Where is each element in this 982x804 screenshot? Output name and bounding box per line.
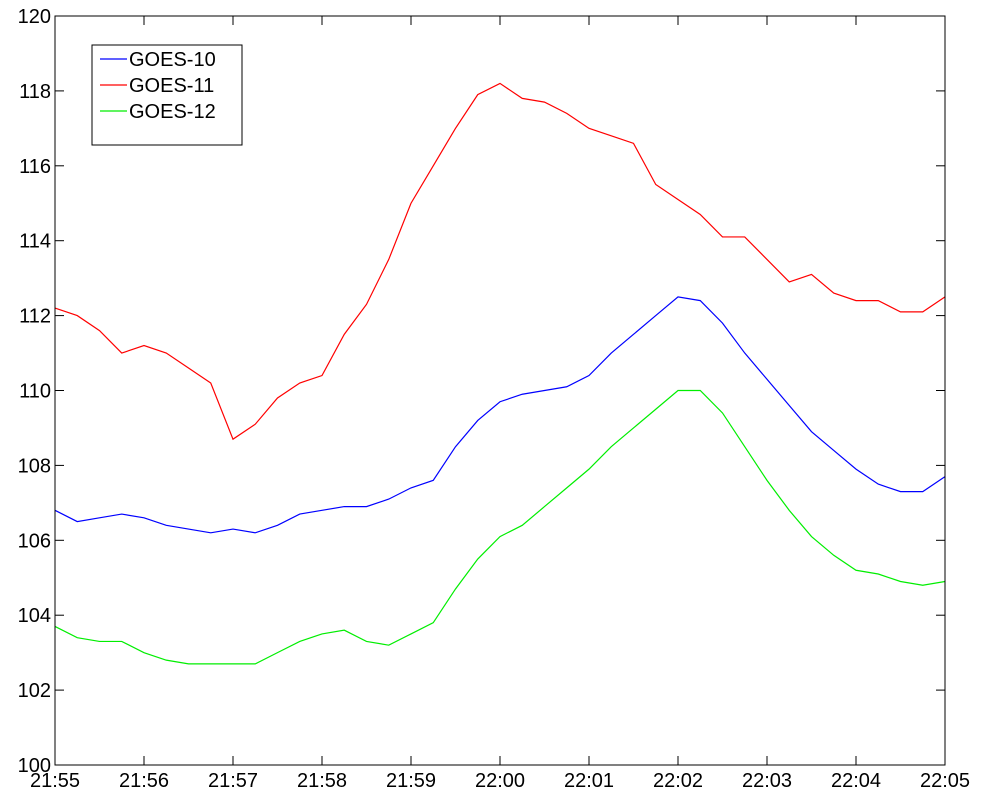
- series-line: [54, 389, 946, 665]
- x-tick-label: 21:55: [30, 770, 80, 792]
- y-tick-label: 102: [18, 680, 51, 702]
- y-tick-label: 106: [18, 530, 51, 552]
- y-tick-label: 108: [18, 455, 51, 477]
- x-tick-label: 22:04: [831, 770, 881, 792]
- x-tick-label: 22:02: [653, 770, 703, 792]
- series-line: [54, 82, 946, 441]
- axes-box: [54, 15, 946, 766]
- x-tick-label: 22:03: [742, 770, 792, 792]
- y-tick-label: 120: [18, 6, 51, 28]
- x-tick-label: 21:59: [386, 770, 436, 792]
- y-tick-label: 114: [19, 231, 51, 253]
- y-tick-label: 100: [18, 755, 51, 777]
- x-tick-label: 21:56: [119, 770, 169, 792]
- legend: GOES-10 GOES-11 GOES-12: [91, 44, 243, 146]
- x-tick-label: 22:05: [920, 770, 970, 792]
- x-tick-label: 22:00: [475, 770, 525, 792]
- y-tick-label: 110: [19, 381, 51, 403]
- legend-box: [91, 44, 243, 146]
- legend-label: GOES-12: [129, 101, 216, 123]
- x-tick-label: 21:58: [297, 770, 347, 792]
- y-tick-label: 112: [19, 306, 51, 328]
- y-tick-label: 104: [18, 605, 51, 627]
- legend-label: GOES-10: [129, 49, 216, 71]
- x-tick-label: 21:57: [208, 770, 258, 792]
- x-tick-label: 22:01: [564, 770, 614, 792]
- series-line: [54, 296, 946, 534]
- y-tick-label: 116: [19, 156, 51, 178]
- legend-label: GOES-11: [129, 75, 214, 97]
- y-tick-label: 118: [19, 81, 51, 103]
